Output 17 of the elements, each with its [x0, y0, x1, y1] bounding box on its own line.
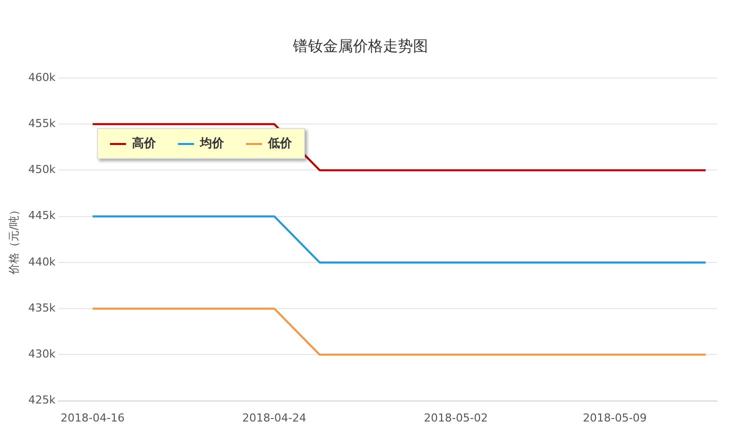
legend-label: 高价 — [132, 135, 156, 152]
y-tick-label: 450k — [28, 163, 56, 176]
y-tick-label: 455k — [28, 116, 56, 130]
y-tick-label: 440k — [28, 255, 56, 268]
x-tick-label: 2018-04-24 — [242, 411, 306, 424]
y-axis-title: 价格（元/吨） — [7, 204, 20, 276]
x-tick-label: 2018-05-02 — [424, 411, 488, 424]
x-tick-label: 2018-05-09 — [582, 411, 647, 424]
y-tick-label: 425k — [28, 394, 56, 407]
x-tick-label: 2018-04-16 — [60, 411, 125, 424]
chart-title: 镨钕金属价格走势图 — [292, 36, 428, 55]
legend-label: 均价 — [200, 135, 224, 152]
legend-label: 低价 — [268, 135, 292, 152]
y-tick-label: 430k — [28, 348, 56, 361]
y-tick-label: 445k — [28, 209, 56, 222]
y-tick-label: 460k — [28, 70, 56, 84]
y-tick-label: 435k — [28, 301, 56, 314]
